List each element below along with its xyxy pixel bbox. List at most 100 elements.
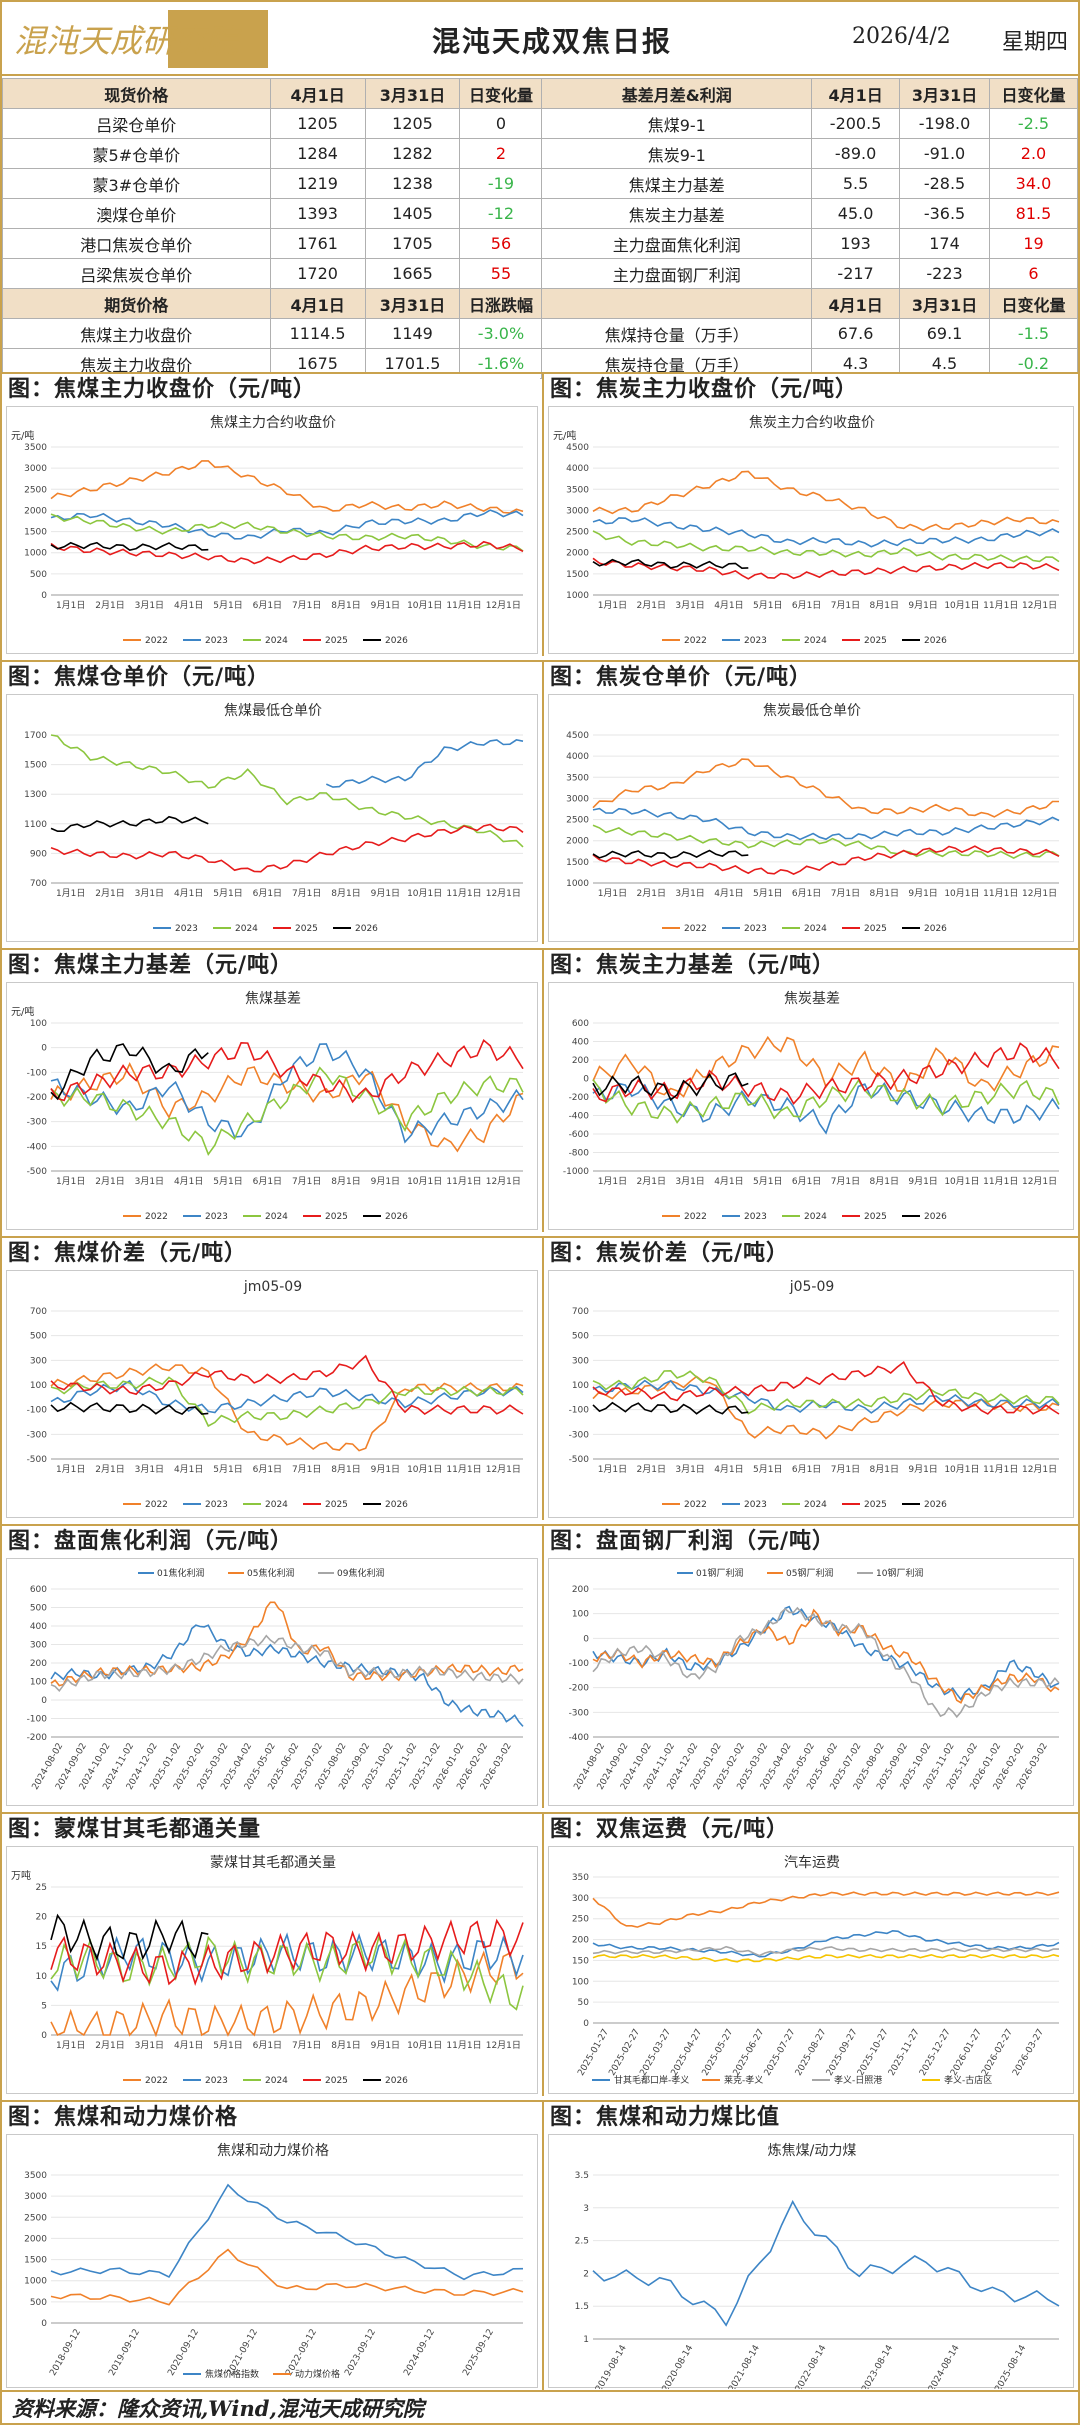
y-tick-label: -200 [27,1093,48,1103]
table-cell: 主力盘面钢厂利润 [541,258,813,289]
table-header-row: 期货价格 4月1日 3月31日 日涨跌幅 4月1日 3月31日 日变化量 [2,288,1079,319]
y-axis-label: 元/吨 [11,429,34,442]
legend-label: 2022 [145,1500,168,1510]
table-cell: 193 [811,228,901,259]
table-row: 港口焦炭仓单价 1761 1705 56 主力盘面焦化利润 193 174 19 [2,228,1079,259]
x-tick-label: 1月1日 [56,600,85,611]
column-divider [542,1526,544,1808]
y-tick-label: 400 [30,1622,47,1632]
y-tick-label: 2500 [24,2213,47,2223]
series-line-2026 [50,815,209,832]
series-line-2022 [50,1062,524,1153]
series-line-2022 [592,470,1060,532]
x-tick-label: 5月1日 [753,888,782,899]
x-tick-label: 6月1日 [792,1176,821,1187]
y-tick-label: 1700 [24,731,47,741]
y-tick-label: 4000 [566,752,589,762]
legend-label: 2022 [145,1212,168,1222]
x-tick-label: 4月1日 [714,600,743,611]
table-cell: 1282 [364,138,461,169]
x-tick-label: 1月1日 [56,888,85,899]
y-tick-label: 3500 [566,485,589,495]
table-cell: 4月1日 [269,78,366,109]
x-tick-label: 10月1日 [407,888,442,899]
series-line-2026 [592,1401,749,1415]
x-tick-label: 8月1日 [870,888,899,899]
x-tick-label: 9月1日 [908,600,937,611]
legend-label: 2025 [864,636,887,646]
y-tick-label: 600 [30,1585,47,1595]
x-tick-label: 12月1日 [486,600,521,611]
table-cell: -217 [811,258,901,289]
table-cell: 1665 [364,258,461,289]
x-tick-label: 8月1日 [870,1464,899,1475]
x-tick-label: 10月1日 [944,1176,979,1187]
table-cell: 3月31日 [899,78,990,109]
y-tick-label: 4500 [566,443,589,453]
table-cell: 1205 [269,108,366,139]
table-cell: 81.5 [988,198,1079,229]
x-tick-label: 2024-08-14 [927,2343,962,2389]
series-line-孝义-日照港 [592,1945,1060,1957]
series-line-2023 [592,517,1060,548]
x-tick-label: 7月1日 [831,1176,860,1187]
table-cell: 日变化量 [459,78,543,109]
report-date: 2026/4/2 [852,24,951,49]
x-tick-label: 9月1日 [908,1176,937,1187]
series-line-01焦化利润 [50,1624,524,1727]
legend-label: 2023 [205,1500,228,1510]
x-tick-label: 11月1日 [446,2040,481,2051]
section-title-right: 图：盘面钢厂利润（元/吨） [544,1526,1078,1556]
series-line-2026 [50,1913,209,1962]
series-line-ratio [592,2199,1060,2327]
legend-label: 2025 [864,924,887,934]
section-divider [2,2100,1078,2102]
x-tick-label: 5月1日 [213,888,242,899]
legend-label: 05焦化利润 [247,1567,294,1579]
x-tick-label: 11月1日 [983,888,1018,899]
y-tick-label: 3.5 [575,2171,589,2181]
x-tick-label: 3月1日 [675,600,704,611]
legend-label: 2026 [924,1212,947,1222]
y-tick-label: 4000 [566,464,589,474]
y-tick-label: 250 [572,1915,589,1925]
y-tick-label: 700 [30,879,47,889]
y-tick-label: 0 [41,1696,47,1706]
x-tick-label: 2025-02-27 [607,2028,642,2078]
x-tick-label: 11月1日 [446,1176,481,1187]
x-tick-label: 7月1日 [831,1464,860,1475]
table-cell: 1720 [269,258,366,289]
series-line-甘其毛都口岸-孝义 [592,1929,1060,1958]
x-tick-label: 12月1日 [486,1176,521,1187]
y-tick-label: 0 [41,2319,47,2329]
legend-label: 01焦化利润 [157,1567,204,1579]
legend-label: 2025 [325,1212,348,1222]
legend-label: 焦煤价格指数 [205,2368,259,2380]
y-tick-label: 2500 [24,485,47,495]
series-line-动力煤价格 [50,2248,524,2306]
table-cell: 6 [988,258,1079,289]
table-row: 吕梁焦炭仓单价 1720 1665 55 主力盘面钢厂利润 -217 -223 6 [2,258,1079,289]
series-line-10钢厂利润 [592,1606,1060,1719]
y-tick-label: 3000 [24,2192,47,2202]
legend-label: 2023 [744,1500,767,1510]
table-cell: -200.5 [811,108,901,139]
y-tick-label: 200 [572,1585,589,1595]
x-tick-label: 10月1日 [407,2040,442,2051]
y-tick-label: -300 [27,1430,48,1440]
x-tick-label: 6月1日 [792,888,821,899]
table-cell: 1761 [269,228,366,259]
y-tick-label: -600 [569,1130,590,1140]
legend-label: 2026 [385,1500,408,1510]
x-tick-label: 2025-09-27 [825,2028,860,2078]
y-tick-label: 4500 [566,731,589,741]
y-tick-label: 300 [30,1356,47,1366]
series-line-2023 [50,1932,524,1992]
y-tick-label: 700 [572,1307,589,1317]
x-tick-label: 2025-10-27 [856,2028,891,2078]
y-tick-label: 20 [36,1913,48,1923]
y-tick-label: 0 [583,1075,589,1085]
y-tick-label: 2000 [566,549,589,559]
table-cell: 3月31日 [899,288,990,319]
table-cell: 3月31日 [364,78,461,109]
